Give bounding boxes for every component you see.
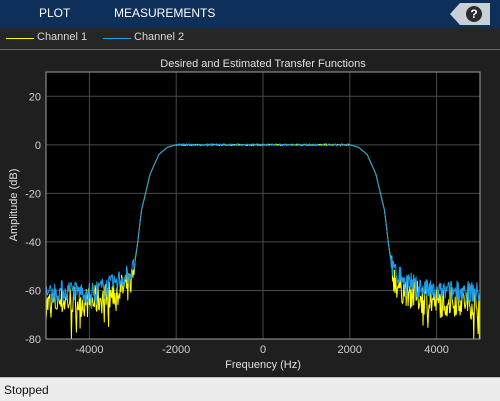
legend: Channel 1 Channel 2 bbox=[0, 28, 500, 50]
transfer-function-chart[interactable]: Frequency (Hz) Amplitude (dB) -4000 -2000… bbox=[0, 50, 500, 377]
status-bar: Stopped bbox=[0, 377, 500, 401]
x-tick-label: -4000 bbox=[75, 344, 103, 356]
y-tick-label: -80 bbox=[25, 334, 41, 346]
plot-area: Frequency (Hz) Amplitude (dB) -4000 -2000… bbox=[0, 50, 500, 377]
legend-line-channel-1 bbox=[6, 38, 34, 39]
help-icon: ? bbox=[466, 6, 482, 22]
y-axis-label: Amplitude (dB) bbox=[8, 169, 20, 242]
x-tick-label: -2000 bbox=[162, 344, 190, 356]
x-tick-label: 2000 bbox=[338, 344, 362, 356]
y-tick-label: -40 bbox=[25, 237, 41, 249]
legend-label-channel-1: Channel 1 bbox=[37, 31, 88, 43]
toolstrip: PLOT MEASUREMENTS ? bbox=[0, 0, 500, 28]
x-axis-label: Frequency (Hz) bbox=[225, 359, 301, 371]
tab-plot[interactable]: PLOT bbox=[39, 6, 71, 20]
tab-measurements[interactable]: MEASUREMENTS bbox=[114, 6, 216, 20]
y-tick-label: -20 bbox=[25, 188, 41, 200]
legend-line-channel-2 bbox=[103, 38, 131, 39]
y-tick-label: -60 bbox=[25, 285, 41, 297]
x-tick-label: 0 bbox=[260, 344, 266, 356]
x-tick-label: 4000 bbox=[424, 344, 448, 356]
y-tick-label: 20 bbox=[29, 91, 41, 103]
help-button[interactable]: ? bbox=[450, 3, 490, 25]
legend-label-channel-2: Channel 2 bbox=[134, 31, 185, 43]
plot-border bbox=[45, 71, 481, 340]
y-tick-label: 0 bbox=[35, 140, 41, 152]
chart-title: Desired and Estimated Transfer Functions bbox=[160, 58, 366, 70]
status-text: Stopped bbox=[4, 383, 49, 397]
series-line-channel-2 bbox=[45, 143, 481, 310]
